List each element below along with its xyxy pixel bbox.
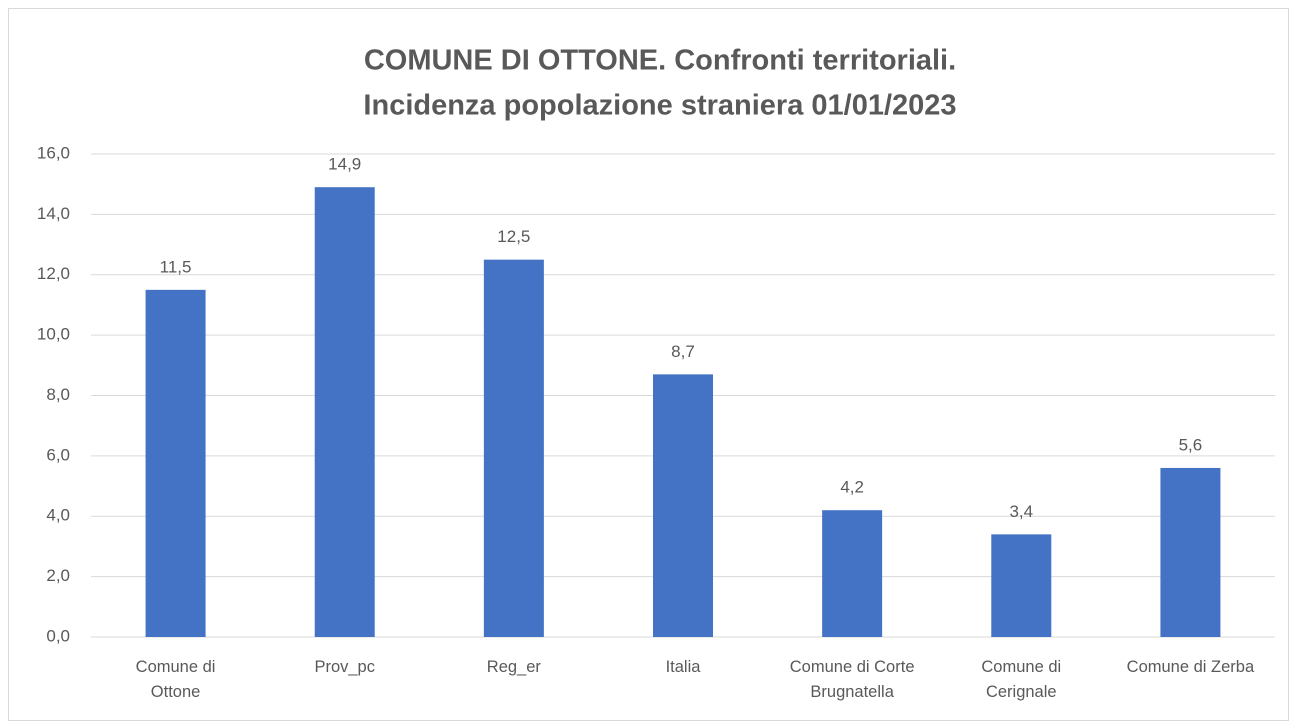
y-tick-label: 0,0 xyxy=(46,626,70,645)
data-label: 8,7 xyxy=(671,342,695,361)
y-tick-label: 8,0 xyxy=(46,385,70,404)
data-label: 3,4 xyxy=(1009,502,1033,521)
bar xyxy=(145,289,206,637)
bar xyxy=(483,259,544,637)
x-tick-label: Italia xyxy=(665,658,701,676)
y-tick-label: 6,0 xyxy=(46,445,70,464)
x-tick-label: Comune di Ottone xyxy=(135,658,216,701)
y-tick-label: 4,0 xyxy=(46,506,70,525)
y-tick-label: 16,0 xyxy=(37,143,70,162)
chart-title: COMUNE DI OTTONE. Confronti territoriali… xyxy=(364,45,956,77)
data-label: 4,2 xyxy=(840,478,864,497)
x-tick-label: Prov_pc xyxy=(314,658,375,676)
y-tick-label: 10,0 xyxy=(37,325,70,344)
y-tick-label: 12,0 xyxy=(37,264,70,283)
data-label: 11,5 xyxy=(160,257,192,276)
y-tick-label: 2,0 xyxy=(46,566,70,585)
x-tick-label: Comune di Corte Brugnatella xyxy=(789,658,915,701)
bar xyxy=(1160,467,1221,637)
x-tick-label: Comune di Zerba xyxy=(1126,658,1255,676)
bar xyxy=(653,374,713,637)
x-tick-label: Reg_er xyxy=(486,658,541,676)
bar xyxy=(991,534,1052,637)
x-tick-label: Comune di Cerignale xyxy=(981,658,1062,701)
data-label: 5,6 xyxy=(1179,435,1203,454)
data-label: 12,5 xyxy=(497,227,530,246)
chart-border xyxy=(8,8,1289,721)
bar xyxy=(314,187,375,638)
data-label: 14,9 xyxy=(328,155,361,174)
y-tick-label: 14,0 xyxy=(37,204,70,223)
bar xyxy=(822,510,883,637)
chart-title: Incidenza popolazione straniera 01/01/20… xyxy=(363,90,956,122)
